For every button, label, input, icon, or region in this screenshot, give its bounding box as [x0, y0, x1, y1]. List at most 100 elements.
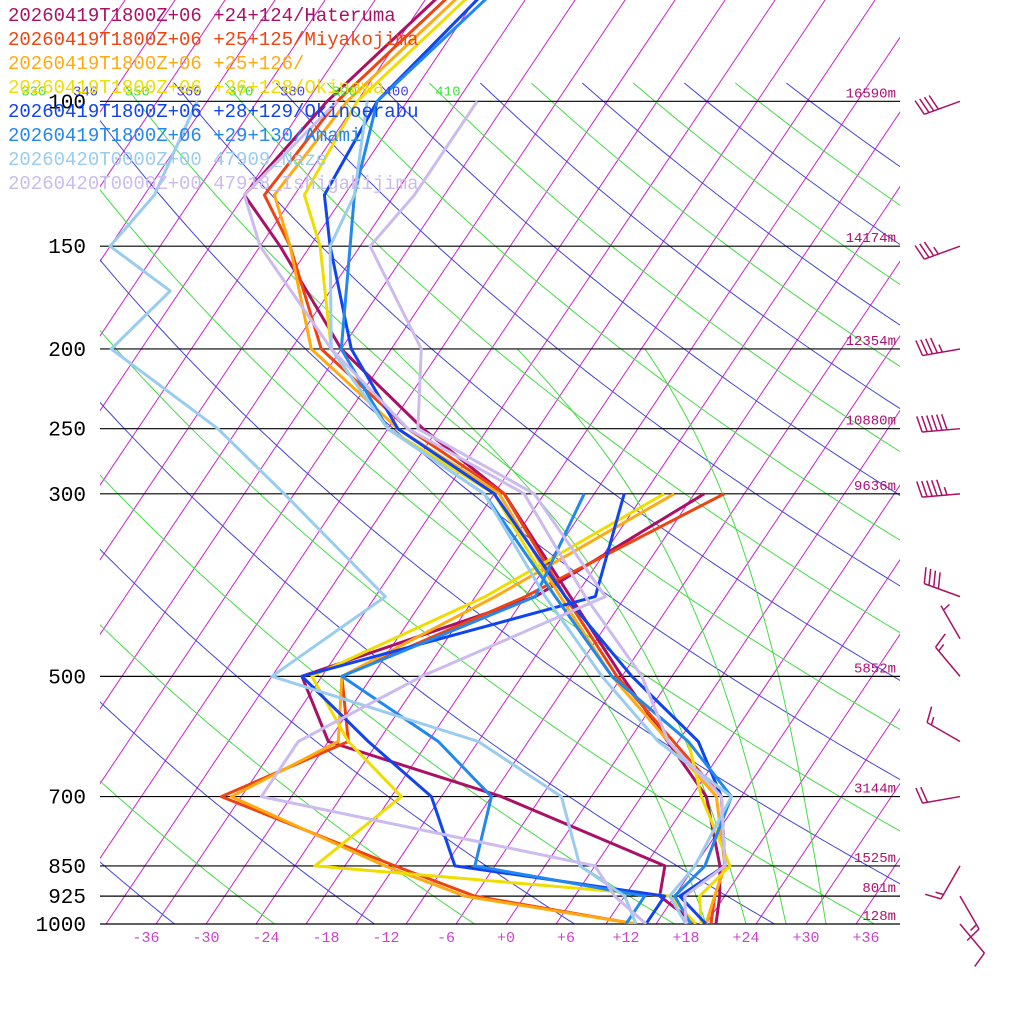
height-label: 12354m — [846, 334, 896, 350]
wind-barb-feather — [925, 338, 934, 355]
theta-label: 340 — [73, 84, 98, 100]
theta-label: 360 — [176, 84, 201, 100]
wind-barb-staff — [922, 493, 961, 498]
wind-barb-staff — [922, 795, 961, 804]
wind-barb-half-feather — [930, 716, 935, 726]
wind-barb-feather — [914, 100, 925, 115]
isotherm-line — [455, 260, 900, 924]
dry-adiabat-grid — [100, 82, 900, 924]
pressure-label: 100 — [48, 92, 86, 115]
dry-adiabat-line — [428, 82, 900, 453]
dry-adiabat-line — [100, 189, 900, 832]
temperature-tick-label: -18 — [312, 930, 339, 947]
pressure-label: 850 — [48, 857, 86, 880]
wind-barb-feather — [923, 241, 935, 257]
temperature-tick-label: -30 — [192, 930, 219, 947]
theta-label: 410 — [435, 84, 460, 100]
isotherm-line — [605, 484, 900, 924]
isotherm-line — [100, 0, 626, 785]
temperature-tick-label: -36 — [132, 930, 159, 947]
wind-barb-feather — [966, 928, 980, 942]
pressure-label: 1000 — [36, 915, 86, 938]
dewpoint-line — [300, 493, 667, 924]
height-label: 1525m — [854, 851, 896, 867]
isotherm-line — [405, 185, 900, 924]
wind-barb-feather — [929, 337, 939, 354]
wind-barb-feather — [924, 893, 942, 900]
wind-barb-feather — [932, 570, 937, 588]
legend-entry: 20260419T1800Z+06 +25+125/Miyakojima — [8, 29, 419, 51]
wind-barb-feather — [926, 415, 933, 432]
dewpoint-line — [259, 100, 647, 924]
temperature-tick-label: +30 — [792, 930, 819, 947]
wind-barb-feather — [916, 416, 923, 433]
wind-barb-staff — [940, 605, 961, 640]
wind-barb-feather — [914, 245, 925, 260]
height-label: 16590m — [846, 86, 896, 102]
legend: 20260419T1800Z+06 +24+124/Hateruma 202604… — [8, 4, 418, 196]
wind-barb-half-feather — [942, 603, 950, 611]
height-label: 801m — [862, 881, 896, 897]
pressure-label: 700 — [48, 788, 86, 811]
isotherm-line — [155, 0, 776, 924]
legend-entry: 20260419T1800Z+06 +28+129/Okinoerabu — [8, 101, 419, 123]
wind-barb-feather — [920, 786, 929, 803]
dry-adiabat-line — [173, 82, 900, 682]
isotherm-line — [100, 0, 426, 487]
wind-barb-feather — [974, 952, 986, 967]
legend-entry: 20260419T1800Z+06 +29+130/Amami — [8, 125, 362, 147]
wind-barb-feather — [934, 633, 946, 648]
wind-barb — [940, 603, 961, 640]
wind-barb-half-feather — [970, 924, 978, 931]
wind-barb — [915, 786, 961, 804]
wind-barb-staff — [959, 895, 980, 930]
dry-adiabat-line — [100, 780, 276, 924]
wind-barb-feather — [921, 480, 928, 497]
height-label: 14174m — [846, 231, 896, 247]
wind-barb — [959, 923, 986, 967]
moist-adiabat-grid — [284, 348, 827, 924]
legend-entry: 20260419T1800Z+06 +24+124/Hateruma — [8, 5, 396, 27]
dry-adiabat-line — [224, 82, 900, 634]
wind-barb-half-feather — [938, 643, 945, 652]
pressure-label: 250 — [48, 420, 86, 443]
temperature-tick-label: -12 — [372, 930, 399, 947]
sounding-series — [108, 0, 733, 924]
wind-barb-feather — [937, 572, 941, 589]
moist-adiabat-line — [644, 348, 827, 924]
isotherm-line — [705, 633, 900, 924]
dry-adiabat-line — [632, 82, 900, 286]
temperature-tick-label: -6 — [437, 930, 455, 947]
dry-adiabat-line — [275, 82, 900, 587]
theta-label: 380 — [280, 84, 305, 100]
wind-barb-feather — [920, 339, 929, 355]
wind-barb-staff — [959, 923, 986, 954]
wind-barb-half-feather — [933, 246, 940, 255]
height-label: 5852m — [854, 661, 896, 677]
dry-adiabat-line — [683, 82, 900, 246]
legend-entry: 20260420T0000Z+00 47909_Naze — [8, 149, 328, 171]
theta-label: 390 — [332, 84, 357, 100]
wind-barb-feather — [926, 480, 933, 497]
wind-barb-staff — [940, 865, 961, 900]
wind-barb-staff — [924, 582, 961, 598]
wind-barb-half-feather — [943, 486, 948, 496]
dry-adiabat-line — [785, 82, 900, 168]
wind-barb-feather — [921, 415, 928, 432]
isotherm-line — [355, 111, 900, 924]
isotherm-line — [305, 36, 900, 924]
theta-label: 370 — [228, 84, 253, 100]
wind-barb — [916, 479, 961, 498]
dewpoint-line — [229, 492, 675, 924]
isotherm-line — [755, 708, 900, 924]
wind-barb-feather — [928, 95, 940, 110]
wind-barb-feather — [923, 96, 935, 112]
height-label: 3144m — [854, 782, 896, 798]
wind-barb-feather — [940, 413, 948, 431]
isotherm-grid — [100, 0, 900, 924]
wind-barbs — [914, 95, 986, 967]
wind-barb — [934, 633, 961, 677]
isotherm-line — [100, 0, 176, 113]
temperature-line — [242, 100, 727, 924]
wind-barb — [916, 413, 961, 433]
